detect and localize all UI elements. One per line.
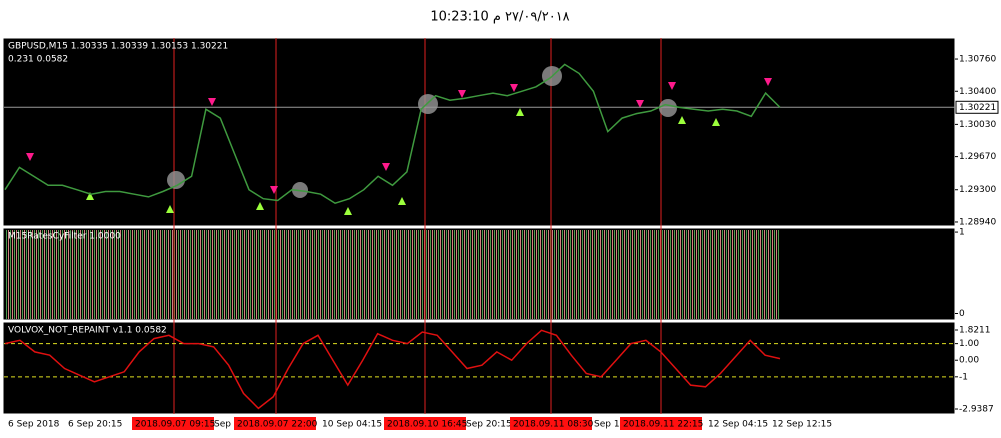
series-line <box>4 63 781 205</box>
panel-subtitle: 0.231 0.0582 <box>8 55 68 65</box>
y-tick-label: 1.29300 <box>959 185 996 195</box>
y-tick-label: 1.30030 <box>959 120 996 130</box>
oscillator-panel <box>2 321 956 415</box>
time-label: 6 Sep 2018 <box>8 420 60 430</box>
y-tick-label: 1.30760 <box>959 55 996 65</box>
y-tick-label: 1 <box>959 228 965 238</box>
current-price-label: 1.30221 <box>959 103 996 113</box>
marker-label-boxes <box>132 417 702 430</box>
marker-label: 2018.09.11 08:30 <box>513 420 594 430</box>
y-tick-label: 0 <box>959 309 965 319</box>
time-label: 10 Sep 04:15 <box>322 420 382 430</box>
clock: 10:23:10 ٢٧/٠٩/٢٠١٨ م <box>430 10 569 25</box>
time-label: 12 Sep 12:15 <box>772 420 832 430</box>
current-price-box <box>955 100 999 114</box>
panel-title: VOLVOX_NOT_REPAINT v1.1 0.0582 <box>8 326 167 336</box>
marker-label: 2018.09.11 22:15 <box>623 420 703 430</box>
time-label: Sep 12 <box>214 420 245 430</box>
y-tick-label: 1.28940 <box>959 217 996 227</box>
y-tick-label: 1.8211 <box>959 325 991 335</box>
marker-label: 2018.09.07 22:00 <box>237 420 318 430</box>
time-label: Sep 12 <box>594 420 625 430</box>
panel-title: GBPUSD,M15 1.30335 1.30339 1.30153 1.302… <box>8 42 228 52</box>
y-tick-label: -1 <box>959 372 968 382</box>
y-tick-label: 0.00 <box>959 356 979 366</box>
time-label: Sep 20:15 <box>466 420 512 430</box>
y-tick-label: 1.00 <box>959 339 979 349</box>
y-tick-label: 1.29670 <box>959 152 996 162</box>
filter-stripes <box>5 230 780 319</box>
y-tick-label: -2.9387 <box>959 404 994 414</box>
price-panel <box>2 37 956 227</box>
time-label: 12 Sep 04:15 <box>708 420 768 430</box>
marker-label: 2018.09.10 16:45 <box>387 420 467 430</box>
panel-title: M15RatesCyFilter 1.0000 <box>8 232 121 242</box>
marker-label: 2018.09.07 09:15 <box>135 420 215 430</box>
series-line <box>4 329 781 410</box>
time-label: 6 Sep 20:15 <box>68 420 122 430</box>
y-tick-label: 1.30400 <box>959 87 996 97</box>
